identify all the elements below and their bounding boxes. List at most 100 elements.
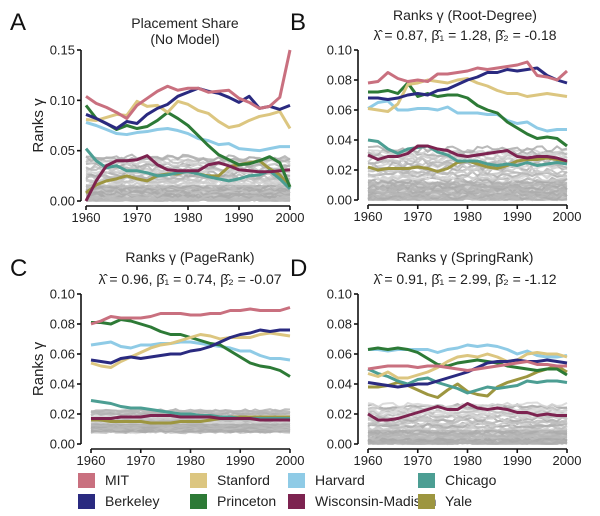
series-line-chicago — [367, 138, 568, 167]
other-institution-line — [367, 408, 568, 416]
other-institution-line — [85, 153, 291, 161]
legend-item-mit: MIT — [78, 472, 129, 488]
series-line-wisconsin-madison — [84, 154, 291, 202]
series-line-berkeley — [90, 328, 290, 365]
x-tick-label: 1980 — [176, 453, 205, 468]
y-tick-label: 0.04 — [50, 377, 75, 392]
other-institutions-band — [91, 424, 290, 432]
y-tick-label: 0.04 — [327, 377, 352, 392]
panel-letter: C — [10, 255, 27, 282]
legend-item-princeton: Princeton — [190, 493, 276, 509]
series-line-wisconsin-madison — [367, 144, 568, 163]
legend-swatch — [78, 493, 95, 509]
y-tick-label: 0.10 — [50, 287, 75, 302]
series-line-mit — [367, 60, 569, 85]
legend-swatch — [190, 472, 207, 488]
series-line-chicago — [367, 367, 568, 395]
x-tick-label: 1990 — [225, 210, 254, 225]
legend-swatch — [418, 472, 435, 488]
x-tick-label: 1970 — [126, 453, 155, 468]
x-tick-label: 2000 — [276, 453, 305, 468]
legend-swatch — [190, 493, 207, 509]
series-line-mit — [90, 306, 291, 326]
x-tick-label: 1960 — [72, 210, 101, 225]
other-institutions-band — [368, 429, 567, 444]
y-tick-label: 0.00 — [50, 194, 75, 209]
legend-label: Princeton — [217, 493, 277, 509]
other-institutions-lines — [90, 407, 291, 435]
panel-subtitle: λ̂ = 0.91, β̂₁ = 2.99, β̂₂ = -1.12 — [373, 271, 556, 287]
other-institutions-lines — [367, 145, 568, 202]
x-tick-label: 1960 — [354, 453, 383, 468]
series-line-princeton — [367, 346, 568, 377]
y-tick-label: 0.00 — [327, 193, 352, 208]
y-tick-label: 0.06 — [327, 347, 352, 362]
y-tick-label: 0.06 — [50, 347, 75, 362]
series-line-harvard — [90, 340, 291, 362]
other-institution-line — [85, 177, 291, 186]
y-tick-label: 0.02 — [50, 407, 75, 422]
x-tick-label: 1970 — [403, 453, 432, 468]
x-tick-label: 2000 — [553, 209, 582, 224]
series-line-princeton — [368, 81, 568, 148]
x-tick-label: 1980 — [453, 209, 482, 224]
series-line-princeton — [84, 104, 292, 188]
y-tick-label: 0.15 — [50, 43, 75, 58]
legend: MIT Stanford Harvard Chicago Berkeley Princet… — [0, 470, 600, 516]
legend-label: Berkeley — [105, 493, 160, 509]
y-tick-label: 0.00 — [50, 437, 75, 452]
other-institution-line — [367, 422, 568, 430]
panel-letter: D — [290, 255, 307, 282]
other-institution-line — [90, 407, 291, 413]
x-tick-label: 1960 — [354, 209, 383, 224]
x-tick-label: 1980 — [174, 210, 203, 225]
panel-title: Placement Share — [131, 15, 239, 31]
legend-label: MIT — [105, 472, 130, 488]
panel-c: C Ranks γ (PageRank) λ̂ = 0.96, β̂₁ = 0.74… — [10, 249, 304, 468]
y-tick-label: 0.08 — [50, 317, 75, 332]
panel-d: D Ranks γ (SpringRank) λ̂ = 0.91, β̂₁ = 2.… — [290, 249, 581, 468]
y-tick-label: 0.00 — [327, 437, 352, 452]
y-axis-label: Ranks γ — [30, 341, 47, 396]
y-tick-label: 0.10 — [327, 287, 352, 302]
y-tick-label: 0.04 — [327, 133, 352, 148]
y-tick-label: 0.06 — [327, 103, 352, 118]
y-tick-label: 0.08 — [327, 73, 352, 88]
series-line-stanford — [90, 331, 291, 369]
y-tick-label: 0.02 — [327, 163, 352, 178]
panel-subtitle: λ̂ = 0.87, β̂₁ = 1.28, β̂₂ = -0.18 — [373, 27, 556, 43]
y-tick-label: 0.02 — [327, 407, 352, 422]
series-line-berkeley — [367, 358, 568, 389]
panel-letter: B — [290, 9, 306, 36]
series-line-harvard — [85, 121, 290, 153]
other-institutions-band — [368, 181, 567, 200]
legend-item-berkeley: Berkeley — [78, 493, 159, 509]
legend-item-chicago: Chicago — [418, 472, 496, 488]
x-tick-label: 1990 — [503, 209, 532, 224]
legend-item-harvard: Harvard — [288, 472, 365, 488]
legend-label: Yale — [445, 493, 472, 509]
legend-label: Chicago — [445, 472, 497, 488]
x-tick-label: 1980 — [453, 453, 482, 468]
panel-title: Ranks γ (PageRank) — [125, 249, 254, 265]
legend-swatch — [288, 493, 305, 509]
series-line-harvard — [367, 99, 567, 133]
other-institutions-lines — [367, 401, 568, 446]
x-tick-label: 2000 — [553, 453, 582, 468]
legend-item-stanford: Stanford — [190, 472, 270, 488]
series-line-wisconsin-madison — [367, 402, 567, 422]
panel-title: Ranks γ (Root-Degree) — [393, 7, 537, 23]
series-line-stanford — [367, 351, 568, 380]
legend-label: Wisconsin-Madison — [315, 493, 437, 509]
y-tick-label: 0.10 — [50, 93, 75, 108]
y-tick-label: 0.10 — [327, 43, 352, 58]
series-line-mit — [85, 49, 292, 120]
legend-swatch — [288, 472, 305, 488]
y-tick-label: 0.05 — [50, 143, 75, 158]
x-tick-label: 1990 — [226, 453, 255, 468]
other-institution-line — [367, 401, 568, 409]
x-tick-label: 1960 — [77, 453, 106, 468]
y-axis-label: Ranks γ — [30, 98, 47, 153]
series-line-mit — [367, 360, 567, 372]
series-line-berkeley — [85, 86, 291, 131]
